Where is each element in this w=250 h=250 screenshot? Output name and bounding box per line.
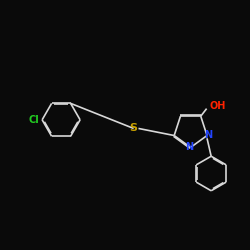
Text: N: N — [204, 130, 212, 140]
Text: N: N — [186, 142, 194, 152]
Text: OH: OH — [209, 101, 226, 111]
Text: Cl: Cl — [28, 115, 39, 125]
Text: S: S — [130, 124, 138, 134]
